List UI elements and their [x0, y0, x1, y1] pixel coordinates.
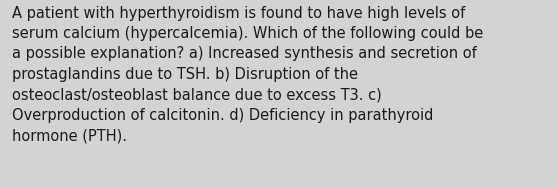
Text: A patient with hyperthyroidism is found to have high levels of
serum calcium (hy: A patient with hyperthyroidism is found …	[12, 6, 484, 143]
